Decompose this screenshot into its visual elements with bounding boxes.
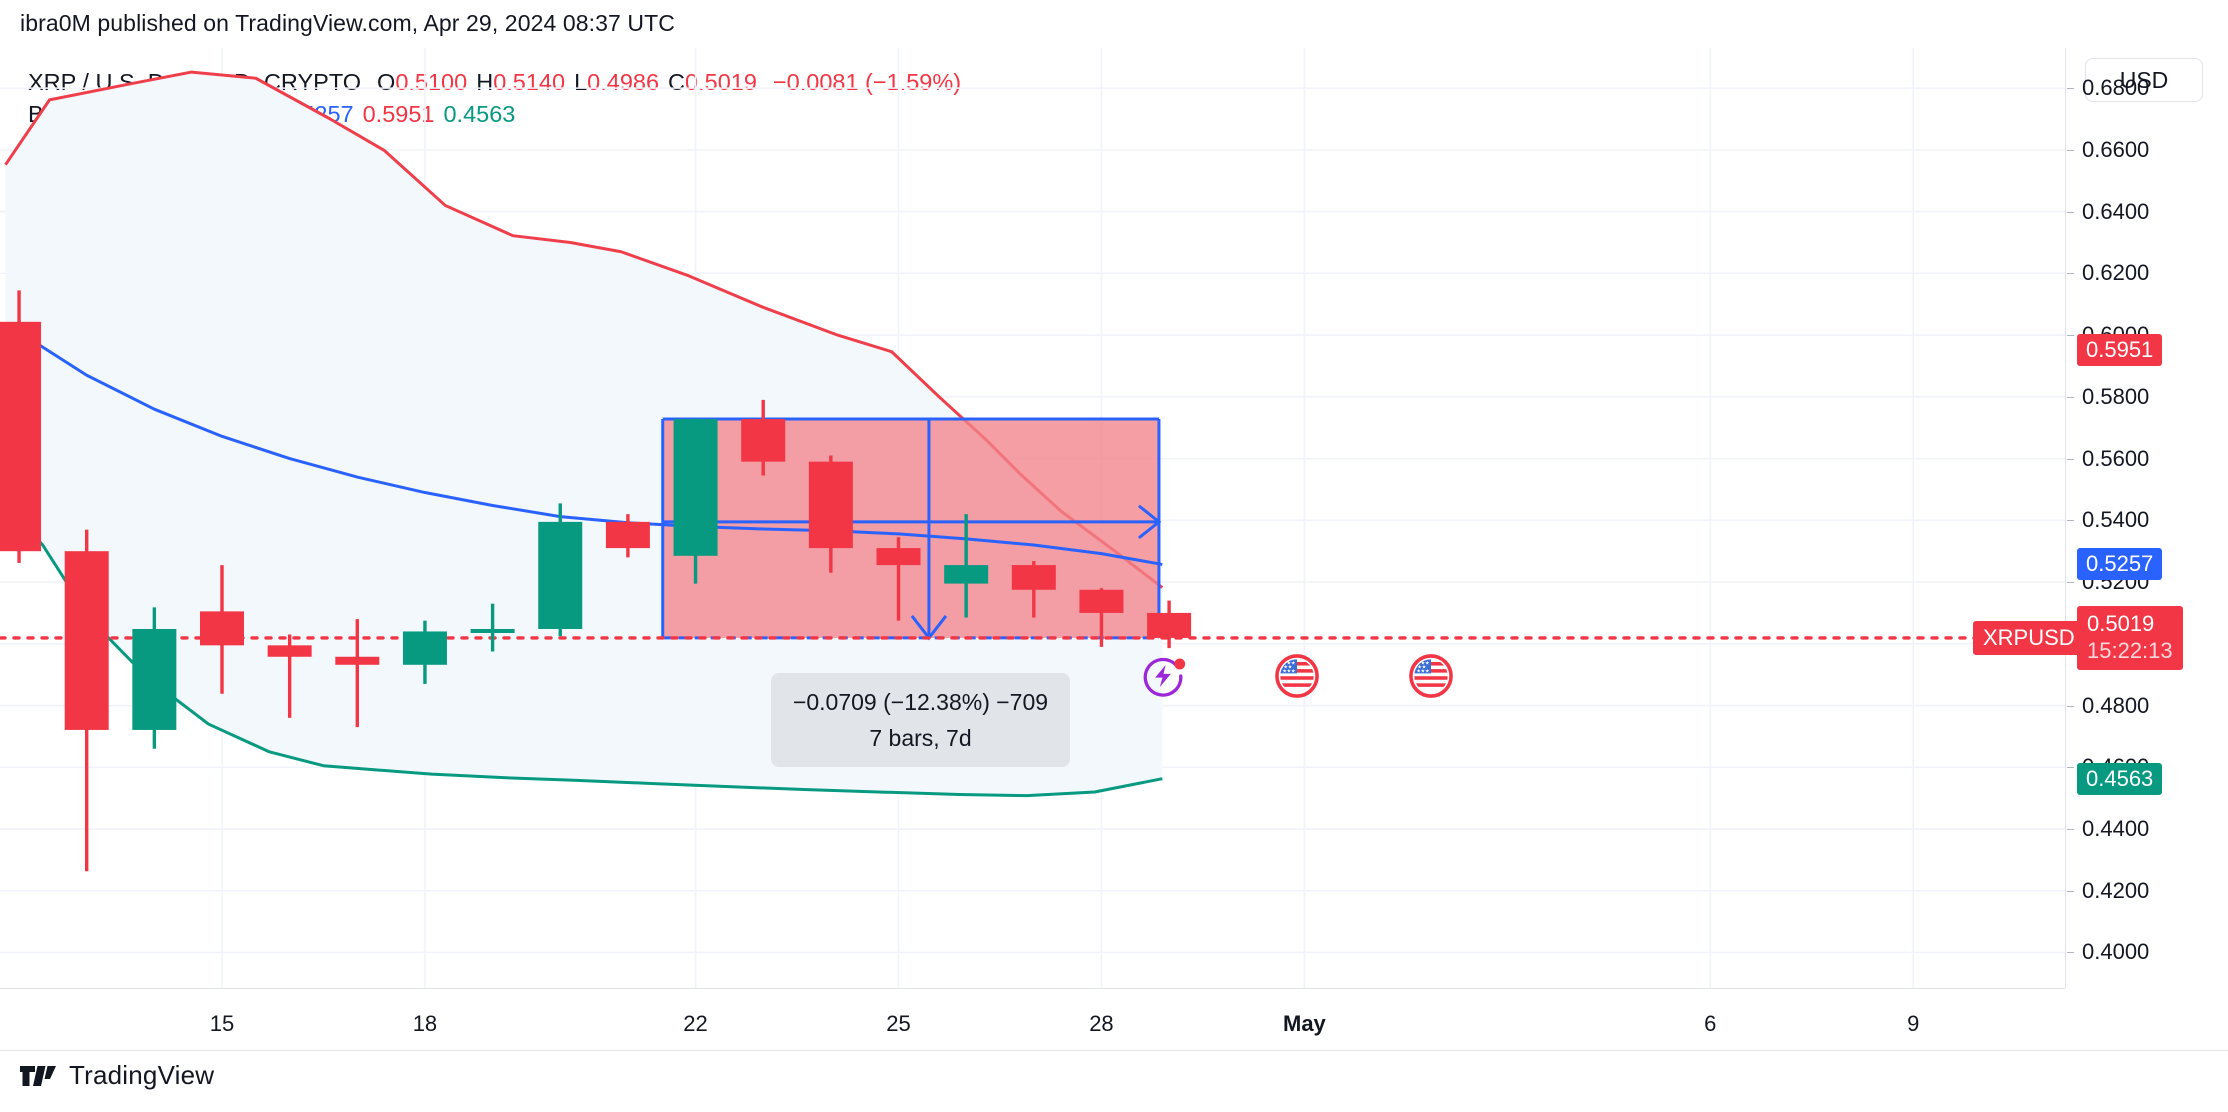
bb-basis-price-badge: 0.5257 — [2077, 548, 2163, 581]
price-tick-mark — [2067, 211, 2074, 213]
price-tick-label: 0.6200 — [2082, 260, 2150, 286]
change-value: −0.0081 (−1.59%) — [772, 69, 962, 95]
close-value: 0.5019 — [685, 69, 757, 95]
measurement-tooltip: −0.0709 (−12.38%) −709 7 bars, 7d — [770, 673, 1071, 768]
price-tick-mark — [2067, 88, 2074, 90]
price-tick-label: 0.4800 — [2082, 692, 2150, 718]
price-tick-mark — [2067, 582, 2074, 584]
bb-upper-value: 0.5951 — [362, 101, 435, 127]
price-tick-mark — [2067, 335, 2074, 337]
chart-canvas[interactable] — [0, 48, 2065, 988]
price-tick-label: 0.4000 — [2082, 939, 2150, 965]
bb-lower-price-badge: 0.4563 — [2077, 762, 2163, 795]
lightning-event-icon[interactable] — [1140, 653, 1186, 699]
price-tick-mark — [2067, 829, 2074, 831]
price-tick-mark — [2067, 890, 2074, 892]
high-value: 0.5140 — [493, 69, 566, 95]
price-tick-label: 0.5800 — [2082, 383, 2150, 409]
measure-delta-line: −0.0709 (−12.38%) −709 — [792, 689, 1049, 716]
time-tick-label: 22 — [683, 1011, 708, 1036]
price-tick-mark — [2067, 149, 2074, 151]
open-value: 0.5100 — [395, 69, 468, 95]
svg-text:★★★: ★★★ — [1282, 661, 1296, 667]
price-tick-label: 0.6400 — [2082, 198, 2150, 224]
time-scale[interactable]: 15 18 22 25 28 May 6 9 — [0, 988, 2065, 1050]
price-tick-mark — [2067, 705, 2074, 707]
price-scale-divider — [2065, 48, 2066, 988]
currency-button[interactable]: USD — [2085, 58, 2203, 102]
price-tick-mark — [2067, 396, 2074, 398]
time-tick-label: 9 — [1907, 1011, 1920, 1036]
last-price-value: 0.5019 — [2087, 610, 2155, 636]
footer: TradingView — [20, 1060, 214, 1091]
last-price-badge[interactable]: 0.5019 15:22:13 — [2077, 605, 2183, 670]
tradingview-logo-icon — [20, 1065, 56, 1086]
price-tick-mark — [2067, 458, 2074, 460]
symbol-price-tag: XRPUSD — [1973, 620, 2085, 655]
price-tick-label: 0.4400 — [2082, 816, 2150, 842]
time-tick-label: May — [1282, 1011, 1326, 1036]
time-tick-label: 6 — [1704, 1011, 1717, 1036]
svg-text:★★★: ★★★ — [1282, 669, 1296, 675]
price-tick-mark — [2067, 273, 2074, 275]
price-scale[interactable]: USD 0.68000.66000.64000.62000.60000.5800… — [2065, 48, 2228, 988]
price-tick-label: 0.6600 — [2082, 136, 2150, 162]
svg-text:★★: ★★ — [1417, 665, 1426, 671]
us-economic-event-icon[interactable]: ★★★★★★★★ — [1274, 653, 1320, 699]
price-tick-label: 0.5400 — [2082, 507, 2150, 533]
svg-text:★★★: ★★★ — [1416, 669, 1430, 675]
bb-upper-price-badge: 0.5951 — [2077, 334, 2163, 367]
measure-bars-line: 7 bars, 7d — [869, 725, 972, 752]
chart-pane[interactable]: −0.0709 (−12.38%) −709 7 bars, 7d ★★★ ★★ ★… — [0, 48, 2065, 988]
price-tick-mark — [2067, 767, 2074, 769]
price-tick-mark — [2067, 952, 2074, 954]
price-tick-label: 0.5600 — [2082, 445, 2150, 471]
time-tick-label: 28 — [1089, 1011, 1114, 1036]
time-tick-label: 15 — [209, 1011, 235, 1036]
price-tick-label: 0.6800 — [2082, 75, 2150, 101]
svg-text:★★★: ★★★ — [1416, 661, 1430, 667]
price-tick-label: 0.4200 — [2082, 877, 2150, 903]
bb-lower-value: 0.4563 — [443, 101, 516, 127]
publish-byline: ibra0M published on TradingView.com, Apr… — [20, 10, 675, 36]
tradingview-brand-label: TradingView — [69, 1060, 215, 1090]
time-tick-label: 25 — [886, 1011, 911, 1036]
last-price-countdown: 15:22:13 — [2087, 637, 2173, 663]
low-value: 0.4986 — [587, 69, 660, 95]
svg-text:★★: ★★ — [1283, 665, 1292, 671]
us-economic-event-icon[interactable]: ★★★★★★★★ — [1408, 653, 1454, 699]
price-tick-mark — [2067, 520, 2074, 522]
footer-divider — [0, 1050, 2228, 1051]
time-tick-label: 18 — [412, 1011, 438, 1036]
